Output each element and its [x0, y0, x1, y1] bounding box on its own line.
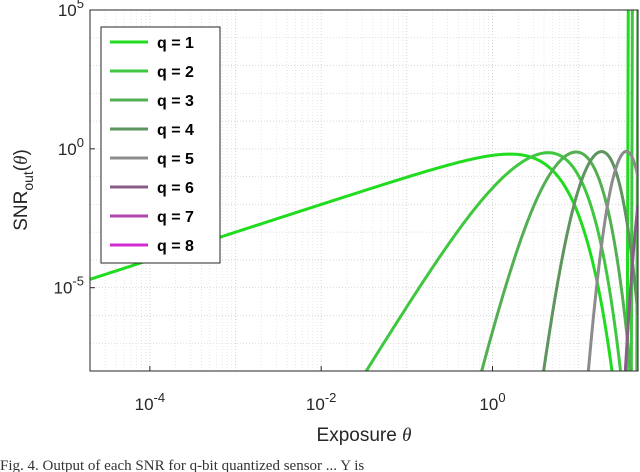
y-tick-label: 105	[58, 0, 84, 20]
x-tick-label: 100	[479, 390, 505, 414]
legend-box	[100, 26, 221, 264]
y-tick-label: 10-5	[54, 274, 84, 298]
series-line-q3	[480, 10, 638, 371]
series-line-q4	[542, 150, 638, 371]
y-axis-label: SNRout(θ)	[11, 149, 36, 231]
plot-frame	[89, 9, 639, 372]
series-line-q2	[364, 10, 634, 371]
legend-label: q = 6	[157, 180, 194, 197]
y-axis-ticks: 10-5 100 105	[54, 0, 95, 298]
legend: q = 1 q = 2 q = 3 q = 4 q = 5 q = 6 q = 7 q = 8	[100, 26, 221, 264]
x-axis-label: Exposure θ	[317, 425, 412, 446]
legend-label: q = 2	[157, 64, 194, 81]
x-tick-label: 10-2	[306, 390, 336, 414]
svg-text:SNRout(θ): SNRout(θ)	[11, 149, 36, 231]
figure-caption: Fig. 4. Output of each SNR for q-bit qua…	[0, 458, 364, 472]
x-tick-label: 10-4	[135, 390, 165, 414]
legend-label: q = 1	[157, 35, 194, 52]
x-axis-ticks: 10-4 10-2 100	[135, 366, 506, 414]
legend-label: q = 4	[157, 122, 194, 139]
y-tick-label: 100	[58, 135, 84, 159]
legend-label: q = 8	[157, 238, 194, 255]
legend-label: q = 3	[157, 93, 194, 110]
legend-label: q = 5	[157, 151, 194, 168]
legend-label: q = 7	[157, 209, 194, 226]
